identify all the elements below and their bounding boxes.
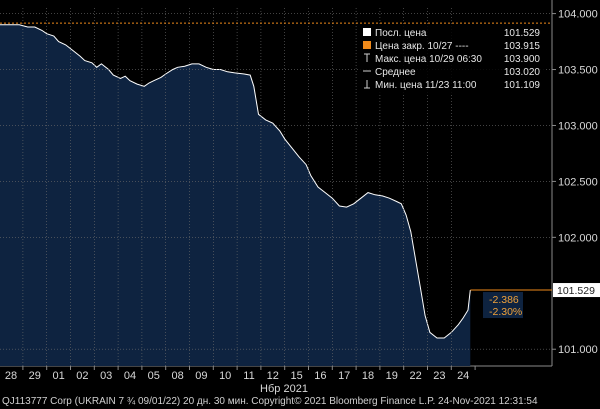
x-tick-label: 11	[243, 370, 254, 382]
change-pct-label: -2.30%	[489, 306, 522, 318]
x-tick-label: 16	[314, 370, 326, 382]
x-tick-label: 12	[267, 370, 279, 382]
x-tick-label: 03	[100, 370, 112, 382]
legend-value: 103.900	[504, 54, 541, 65]
legend-value: 101.529	[504, 28, 541, 39]
y-tick-label: 104.000	[558, 9, 598, 21]
x-tick-label: 15	[290, 370, 302, 382]
last-price-box	[553, 283, 600, 298]
x-tick-label: 23	[433, 370, 445, 382]
x-tick-label: 08	[171, 370, 183, 382]
legend-label: Цена закр. 10/27 ----	[375, 41, 469, 52]
y-tick-label: 103.500	[558, 65, 598, 77]
y-tick-label: 102.500	[558, 176, 598, 188]
x-tick-label: 29	[29, 370, 41, 382]
x-tick-label: 22	[409, 370, 421, 382]
x-tick-label: 09	[195, 370, 207, 382]
y-tick-label: 102.000	[558, 232, 598, 244]
x-tick-label: 05	[148, 370, 160, 382]
legend-value: 103.915	[504, 41, 541, 52]
legend-swatch-close	[363, 41, 371, 49]
x-tick-label: 19	[386, 370, 398, 382]
y-tick-label: 101.000	[558, 344, 598, 356]
x-tick-label: 04	[124, 370, 136, 382]
x-tick-label: 18	[362, 370, 374, 382]
legend-value: 101.109	[504, 80, 541, 91]
x-tick-label: 17	[338, 370, 350, 382]
legend-box	[358, 24, 544, 94]
footer-text: QJ113777 Corp (UKRAIN 7 ¾ 09/01/22) 20 д…	[2, 396, 538, 407]
legend-swatch-last	[363, 28, 371, 36]
y-tick-label: 103.000	[558, 120, 598, 132]
price-line	[0, 24, 471, 339]
x-tick-label: 24	[457, 370, 469, 382]
legend-label: Среднее	[375, 67, 416, 78]
x-month-label: Нбр 2021	[260, 383, 308, 395]
x-tick-label: 01	[52, 370, 64, 382]
legend-label: Макс. цена 10/29 06:30	[375, 54, 482, 65]
x-tick-label: 10	[219, 370, 231, 382]
change-abs-label: -2.386	[489, 294, 519, 306]
legend-label: Мин. цена 11/23 11:00	[375, 80, 477, 91]
price-area	[0, 24, 471, 367]
x-tick-label: 02	[76, 370, 88, 382]
legend-value: 103.020	[504, 67, 541, 78]
legend-label: Посл. цена	[375, 28, 427, 39]
last-price-label: 101.529	[557, 285, 595, 297]
x-tick-label: 28	[5, 370, 17, 382]
change-bg	[483, 292, 523, 319]
